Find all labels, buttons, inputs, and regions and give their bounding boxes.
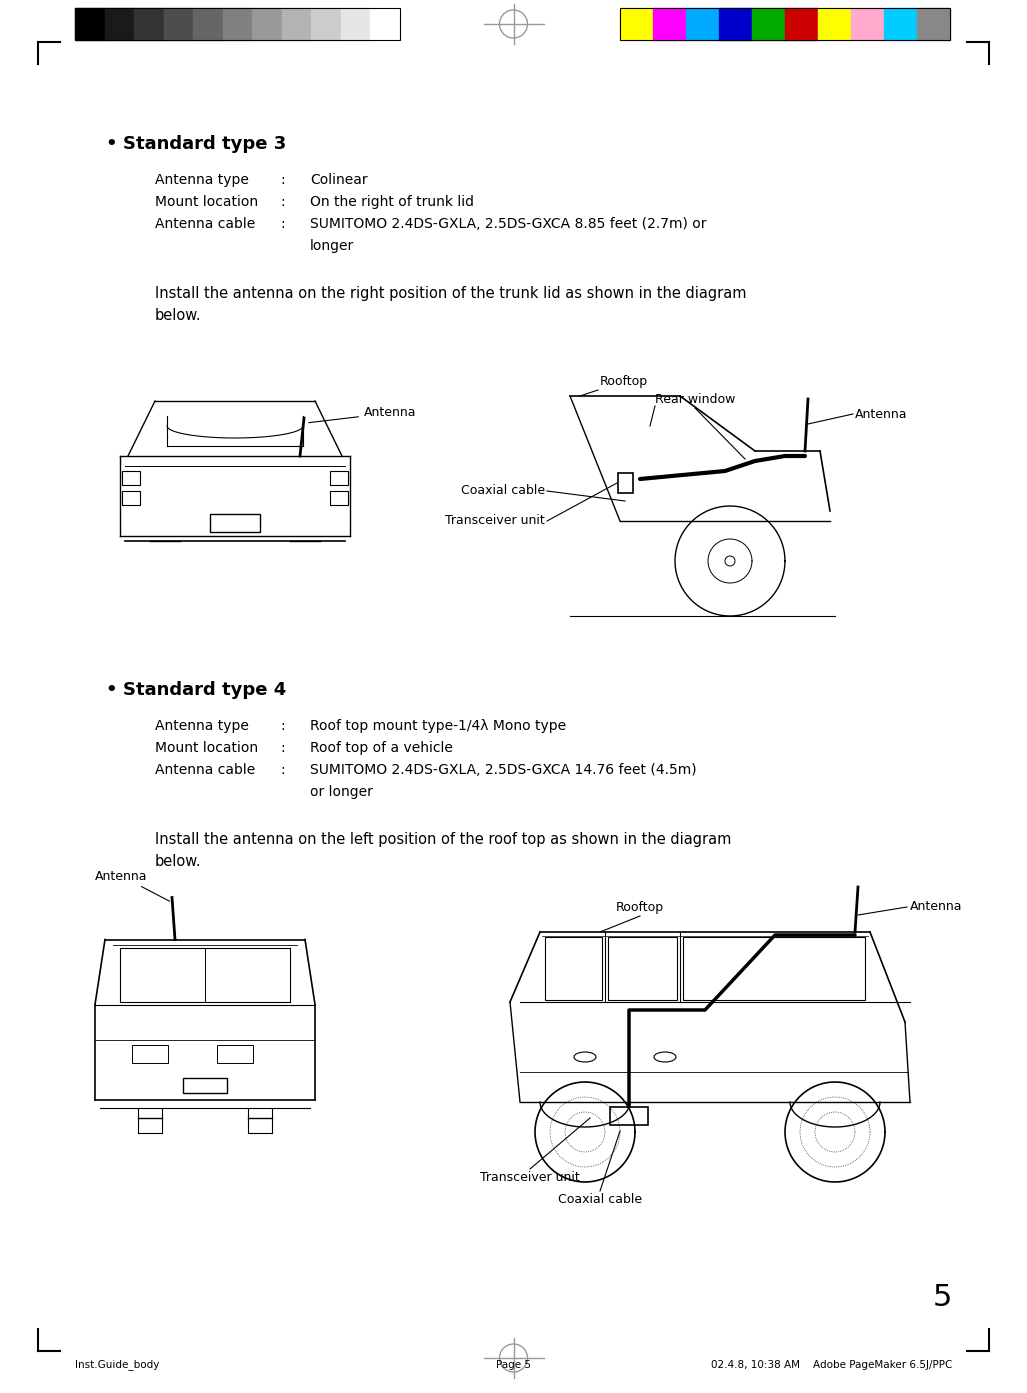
Text: Rooftop: Rooftop [600,375,648,389]
Bar [135,8,163,40]
Bar [608,937,677,1000]
Text: Coaxial cable: Coaxial cable [461,485,545,497]
Text: 02.4.8, 10:38 AM    Adobe PageMaker 6.5J/PPC: 02.4.8, 10:38 AM Adobe PageMaker 6.5J/PP… [711,1360,952,1369]
Bar [686,8,719,40]
Bar [371,8,400,40]
Bar [653,8,686,40]
Bar [330,490,348,506]
Text: :: : [280,217,284,231]
Bar [330,471,348,485]
Text: Mount location: Mount location [155,741,258,755]
Bar [719,8,752,40]
Text: Roof top mount type-1/4λ Mono type: Roof top mount type-1/4λ Mono type [310,719,566,733]
Text: Install the antenna on the right position of the trunk lid as shown in the diagr: Install the antenna on the right positio… [155,286,747,323]
Text: Colinear: Colinear [310,173,368,187]
Bar [253,8,281,40]
Bar [620,8,950,40]
Text: Install the antenna on the left position of the roof top as shown in the diagram: Install the antenna on the left position… [155,832,731,869]
Bar [851,8,884,40]
Text: •: • [105,135,117,153]
Text: Antenna: Antenna [910,900,962,914]
Bar [122,490,140,506]
Bar [210,514,260,532]
Bar [610,1107,648,1126]
Bar [311,8,341,40]
Text: Transceiver unit: Transceiver unit [481,1172,580,1184]
Bar [785,8,817,40]
Text: Standard type 3: Standard type 3 [123,135,287,153]
Text: Antenna cable: Antenna cable [155,763,256,777]
Bar [122,471,140,485]
Bar [193,8,223,40]
Bar [163,8,193,40]
Bar [281,8,311,40]
Text: :: : [280,173,284,187]
Text: Inst.Guide_body: Inst.Guide_body [75,1360,159,1371]
Text: Antenna cable: Antenna cable [155,217,256,231]
Text: :: : [280,719,284,733]
Bar [917,8,950,40]
Bar [105,8,135,40]
Text: 5: 5 [933,1283,952,1312]
Bar [341,8,371,40]
Text: On the right of trunk lid: On the right of trunk lid [310,195,474,209]
Text: SUMITOMO 2.4DS-GXLA, 2.5DS-GXCA 8.85 feet (2.7m) or: SUMITOMO 2.4DS-GXLA, 2.5DS-GXCA 8.85 fee… [310,217,707,231]
Bar [817,8,851,40]
Bar [752,8,785,40]
Text: :: : [280,763,284,777]
Text: Rear window: Rear window [655,393,735,405]
Text: Antenna: Antenna [855,408,908,421]
Text: longer: longer [310,240,354,254]
Bar [75,8,400,40]
Bar [884,8,917,40]
Bar [223,8,253,40]
Text: Roof top of a vehicle: Roof top of a vehicle [310,741,453,755]
Bar [75,8,105,40]
Bar [217,1045,253,1063]
Bar [132,1045,168,1063]
Bar [545,937,602,1000]
Text: :: : [280,195,284,209]
Bar [620,8,653,40]
Bar [617,474,633,493]
Text: Transceiver unit: Transceiver unit [446,514,545,528]
Text: Page 5: Page 5 [496,1360,531,1369]
Text: Antenna: Antenna [309,407,417,422]
Text: Antenna: Antenna [96,869,169,901]
Text: Rooftop: Rooftop [616,901,664,914]
Text: Mount location: Mount location [155,195,258,209]
Text: Antenna type: Antenna type [155,719,249,733]
Text: •: • [105,681,117,699]
Text: or longer: or longer [310,786,373,800]
Text: :: : [280,741,284,755]
Bar [683,937,865,1000]
Bar [183,1078,227,1092]
Text: SUMITOMO 2.4DS-GXLA, 2.5DS-GXCA 14.76 feet (4.5m): SUMITOMO 2.4DS-GXLA, 2.5DS-GXCA 14.76 fe… [310,763,696,777]
Text: Standard type 4: Standard type 4 [123,681,287,699]
Text: Coaxial cable: Coaxial cable [558,1192,642,1206]
Text: Antenna type: Antenna type [155,173,249,187]
